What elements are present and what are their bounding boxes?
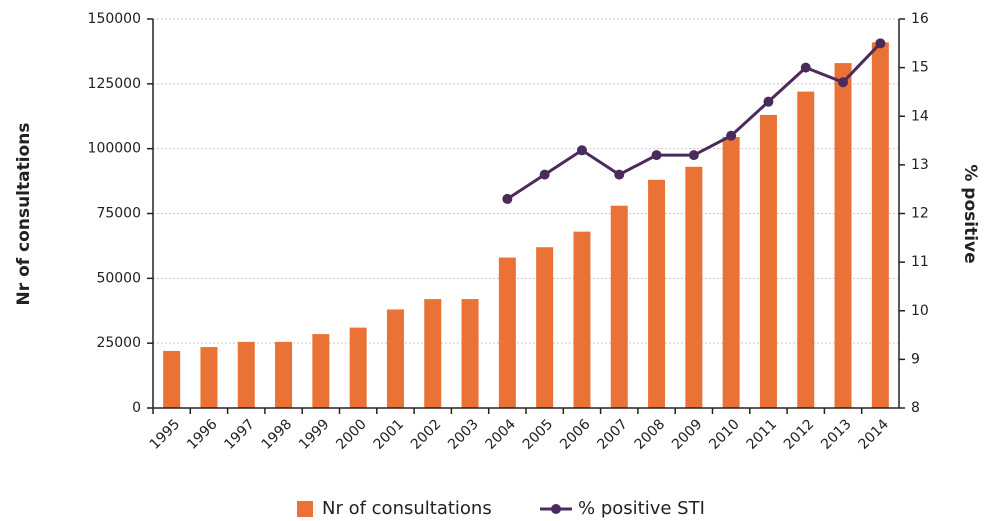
bar — [237, 341, 255, 408]
y-tick-label: 100000 — [88, 141, 141, 157]
point — [651, 150, 662, 161]
point — [539, 169, 550, 180]
legend-label: % positive STI — [578, 498, 705, 519]
y-tick-label: 75000 — [96, 206, 141, 222]
y2-tick-label: 8 — [911, 400, 920, 416]
point — [763, 96, 774, 107]
x-tick-label: 1999 — [296, 416, 333, 453]
x-tick-label: 2001 — [371, 416, 408, 453]
bar — [461, 299, 479, 408]
bar — [722, 136, 740, 408]
point — [688, 150, 699, 161]
y-axis-label: Nr of consultations — [14, 123, 34, 306]
bar — [536, 247, 554, 408]
x-tick-label: 2008 — [632, 416, 669, 453]
x-tick-label: 2003 — [445, 416, 482, 453]
x-tick-label: 2006 — [557, 416, 594, 453]
point — [838, 77, 849, 88]
point — [614, 169, 625, 180]
point — [502, 193, 513, 204]
y2-tick-label: 11 — [911, 254, 929, 270]
bar — [685, 166, 703, 408]
y2-tick-label: 16 — [911, 11, 929, 27]
x-tick-label: 1997 — [221, 416, 258, 453]
point — [726, 130, 737, 141]
bar — [200, 347, 218, 408]
x-tick-label: 2002 — [408, 416, 445, 453]
y-tick-label: 25000 — [96, 335, 141, 351]
x-tick-label: 2005 — [520, 416, 557, 453]
x-tick-label: 2004 — [482, 416, 519, 453]
x-tick-label: 2000 — [333, 416, 370, 453]
y2-tick-label: 12 — [911, 206, 929, 222]
bar — [871, 42, 889, 409]
x-tick-label: 2009 — [669, 416, 706, 453]
x-tick-label: 2012 — [781, 416, 818, 453]
legend-swatch — [297, 501, 313, 517]
bar — [573, 231, 591, 408]
point — [576, 145, 587, 156]
y2-axis-label: % positive — [960, 164, 980, 263]
y2-tick-label: 10 — [911, 303, 929, 319]
legend-label: Nr of consultations — [322, 498, 492, 519]
bar — [797, 91, 815, 408]
y2-tick-label: 14 — [911, 108, 929, 124]
bar — [759, 114, 777, 408]
bar — [834, 63, 852, 408]
x-tick-label: 2010 — [706, 416, 743, 453]
y-tick-label: 125000 — [88, 76, 141, 92]
y-tick-label: 0 — [132, 400, 141, 416]
point — [875, 38, 886, 49]
x-tick-label: 1996 — [184, 416, 221, 453]
bar — [610, 205, 628, 408]
bar — [349, 327, 367, 408]
x-tick-label: 2011 — [744, 416, 781, 453]
x-tick-label: 2014 — [855, 416, 892, 453]
x-tick-label: 1998 — [259, 416, 296, 453]
legend-marker — [551, 504, 561, 514]
bar — [275, 341, 293, 408]
bar — [424, 299, 442, 408]
bar — [386, 309, 404, 408]
y-tick-label: 50000 — [96, 270, 141, 286]
y2-tick-label: 15 — [911, 60, 929, 76]
y-tick-label: 150000 — [88, 11, 141, 27]
y2-tick-label: 13 — [911, 157, 929, 173]
bar — [648, 179, 666, 408]
bar — [312, 334, 330, 408]
x-tick-label: 2007 — [594, 416, 631, 453]
x-tick-label: 1995 — [147, 416, 184, 453]
point — [800, 62, 811, 73]
bar — [498, 257, 516, 408]
y2-tick-label: 9 — [911, 351, 920, 367]
x-tick-label: 2013 — [818, 416, 855, 453]
bar — [163, 350, 181, 408]
